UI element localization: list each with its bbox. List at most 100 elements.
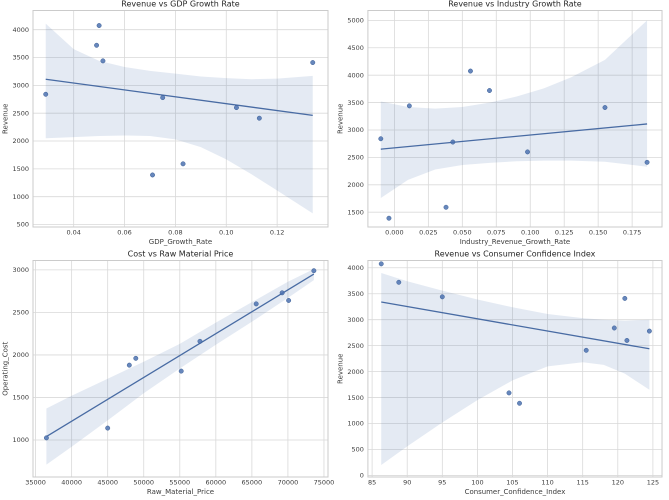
y-tick-label: 2000 [347,368,363,376]
x-tick-label: 0.06 [117,229,131,237]
scatter-point [160,95,166,101]
x-tick-label: 0.04 [66,229,80,237]
scatter-point [180,161,186,167]
regression-line [381,301,650,350]
scatter-point [646,328,652,334]
plot-area [367,10,663,227]
y-tick-label: 500 [17,221,29,229]
y-tick-label: 2500 [12,109,29,117]
confidence-band [46,269,314,465]
chart-title: Revenue vs Industry Growth Rate [448,0,581,9]
scatter-point [525,149,530,155]
x-tick-label: 40000 [61,479,82,487]
scatter-point [517,400,522,406]
chart-revenue-vs-consumer-confidence: 85 90 95 100 105 110 115 120 125 0 500 1000 1500 2000… [335,250,669,500]
y-tick-label: 0 [360,472,364,480]
regression-line [380,123,648,150]
scatter-point [233,105,239,111]
scatter-point [100,58,106,64]
scatter-point [286,298,292,303]
y-tick-label: 2500 [347,342,363,350]
scatter-point [43,91,49,97]
scatter-point [396,279,402,285]
x-tick-label: 0.075 [487,228,506,236]
scatter-point [43,435,49,441]
scatter-point [279,290,285,296]
x-tick-label: 110 [541,478,553,486]
y-tick-label: 2000 [347,181,363,189]
regression-line [46,273,315,438]
y-tick-label: 3000 [347,126,363,134]
x-tick-label: 45000 [97,479,118,487]
x-tick-label: 0.100 [521,228,540,236]
scatter-point [96,23,102,28]
scatter-point [624,338,630,343]
scatter-point [94,42,100,48]
y-axis-label: Operating_Cost [2,341,10,395]
x-tick-label: 60000 [205,479,226,487]
y-tick-label: 4500 [347,44,363,52]
scatter-point [622,295,628,301]
y-axis-label: Revenue [336,104,344,134]
scatter-point [378,261,384,267]
scatter-point [644,159,650,165]
x-tick-label: 0.175 [623,228,642,236]
x-tick-label: 50000 [133,479,154,487]
y-axis-label: Revenue [336,354,344,384]
x-axis-label: Industry_Revenue_Growth_Rate [460,238,571,246]
x-tick-label: 0.12 [270,229,284,237]
chart-svg-revenue-vs-industry-growth: 0.000 0.025 0.050 0.075 0.100 0.125 0.150 0.175… [336,0,663,246]
x-tick-label: 90 [403,478,411,486]
y-tick-label: 1500 [347,394,363,402]
chart-revenue-vs-gdp-growth: 0.04 0.06 0.08 0.10 0.12 500 1000 1500 2000 2500 3… [0,0,335,250]
y-tick-label: 2500 [12,309,29,317]
plot-spine [367,10,663,228]
scatter-point [310,60,316,65]
confidence-band [45,23,313,214]
scatter-point [506,390,512,396]
x-tick-label: 120 [612,478,624,486]
confidence-band [380,20,648,198]
scatter-point [450,139,456,145]
x-tick-label: 125 [647,478,659,486]
scatter-point [378,136,384,142]
x-tick-label: 95 [438,478,446,486]
chart-title: Revenue vs Consumer Confidence Index [435,250,596,259]
y-tick-label: 3000 [12,266,29,274]
scatter-point [386,215,392,221]
y-tick-label: 1000 [347,420,363,428]
x-tick-label: 35000 [25,479,46,487]
x-tick-label: 55000 [169,479,190,487]
scatter-point [583,347,589,353]
x-axis-label: Raw_Material_Price [147,488,214,496]
x-tick-label: 0.150 [589,228,608,236]
scatter-point [611,325,617,331]
plot-spine [367,260,663,478]
x-axis-label: Consumer_Confidence_Index [465,488,566,496]
y-tick-label: 3500 [347,99,363,107]
x-tick-label: 0.050 [453,228,472,236]
x-tick-label: 0.025 [419,228,438,236]
x-axis-label: GDP_Growth_Rate [149,238,212,246]
x-tick-label: 85 [368,478,376,486]
y-tick-label: 1500 [12,165,29,173]
scatter-point [487,88,492,93]
y-axis-label: Revenue [2,104,10,135]
x-tick-label: 0.08 [168,229,182,237]
scatter-point [406,103,412,109]
x-tick-label: 65000 [242,479,263,487]
y-tick-label: 1000 [12,193,29,201]
x-tick-label: 70000 [278,479,299,487]
scatter-point [439,294,445,300]
x-tick-label: 0.125 [555,228,574,236]
chart-title: Revenue vs GDP Growth Rate [121,0,239,9]
plot-area [33,10,328,227]
scatter-point [443,204,449,210]
plot-area [367,260,663,477]
y-tick-label: 4000 [12,26,29,34]
scatter-point [133,355,139,361]
y-tick-label: 500 [352,446,364,454]
scatter-point [197,338,203,344]
y-tick-label: 3500 [347,290,363,298]
